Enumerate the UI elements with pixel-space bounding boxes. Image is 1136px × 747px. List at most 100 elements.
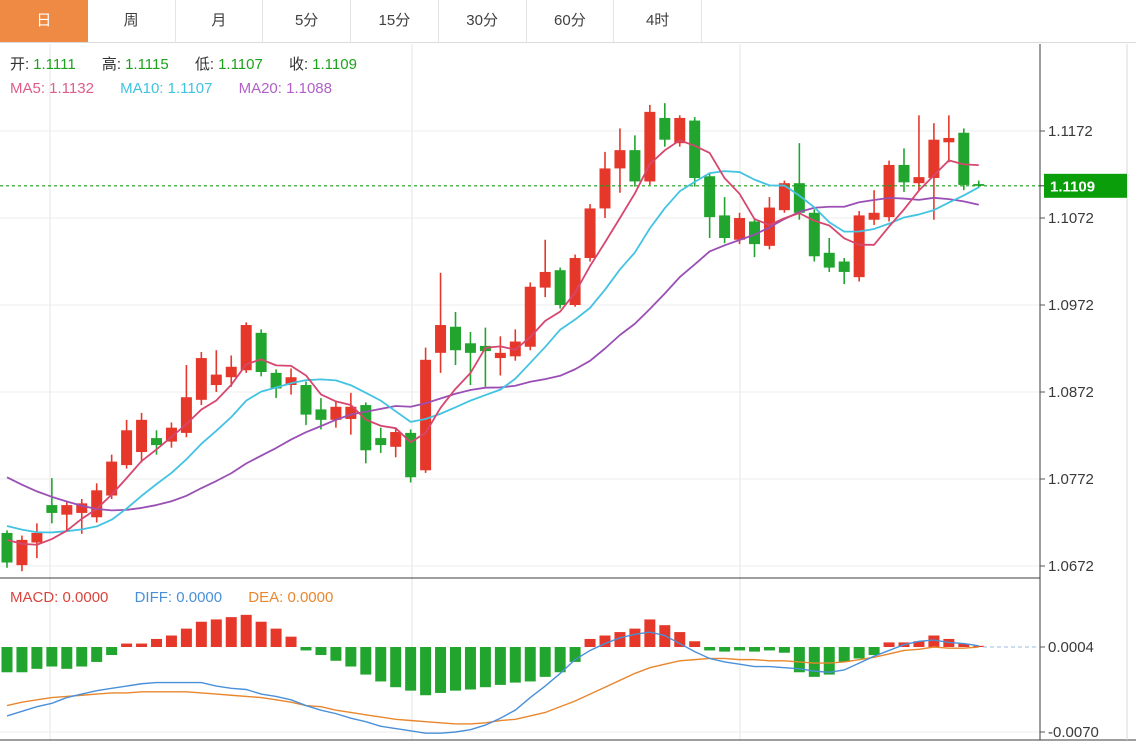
- tab-日[interactable]: 日: [0, 0, 88, 42]
- candle-body: [778, 183, 790, 211]
- macd-bar: [479, 647, 491, 688]
- candle-body: [629, 150, 641, 182]
- tab-5分[interactable]: 5分: [263, 0, 351, 42]
- open-label: 开:: [10, 56, 30, 73]
- candle-body: [106, 461, 118, 496]
- macd-bar: [210, 619, 222, 647]
- macd-bar: [644, 619, 656, 647]
- macd-bar: [749, 647, 760, 652]
- ma20-readout: MA20: 1.1088: [238, 80, 332, 97]
- macd-bar: [16, 647, 28, 673]
- candle-body: [315, 409, 327, 420]
- macd-bar: [793, 647, 805, 673]
- ohlc-readout: 开: 1.1111 高: 1.1115 低: 1.1107 收: 1.1109: [10, 53, 361, 74]
- tab-30分[interactable]: 30分: [439, 0, 527, 42]
- candle-body: [958, 132, 970, 185]
- candle-body: [913, 177, 925, 184]
- candle-body: [898, 164, 910, 183]
- candle-body: [31, 532, 43, 543]
- macd-readout: MACD: 0.0000 DIFF: 0.0000 DEA: 0.0000: [10, 589, 337, 606]
- axis-tick-label: 1.0672: [1048, 558, 1094, 575]
- tab-60分[interactable]: 60分: [527, 0, 615, 42]
- macd-bar: [674, 632, 686, 647]
- macd-bar: [704, 647, 716, 651]
- macd-bar: [136, 643, 148, 647]
- candle-body: [300, 385, 312, 415]
- main-chart-plot[interactable]: [0, 44, 1040, 578]
- candle-body: [793, 183, 805, 213]
- diff-value: DIFF: 0.0000: [134, 589, 223, 606]
- macd-bar: [31, 647, 43, 669]
- macd-bar: [46, 647, 58, 667]
- macd-bar: [285, 636, 297, 647]
- macd-bar: [823, 647, 835, 675]
- diff-line: [6, 631, 979, 734]
- macd-bar: [405, 647, 417, 691]
- candle-body: [719, 215, 731, 239]
- macd-bar: [225, 617, 237, 647]
- macd-bar: [91, 647, 103, 662]
- candle-body: [494, 352, 506, 359]
- tab-4时[interactable]: 4时: [614, 0, 702, 42]
- macd-bar: [165, 635, 177, 647]
- macd-bar: [763, 647, 775, 651]
- macd-bar: [360, 647, 372, 675]
- tab-15分[interactable]: 15分: [351, 0, 439, 42]
- macd-bar: [928, 635, 940, 647]
- candle-body: [704, 176, 716, 218]
- axis-tick-label: 0.0004: [1048, 639, 1094, 656]
- tab-周[interactable]: 周: [88, 0, 176, 42]
- ma-readout: MA5: 1.1132 MA10: 1.1107 MA20: 1.1088: [10, 80, 336, 97]
- macd-bar: [345, 647, 357, 667]
- high-label: 高:: [101, 56, 122, 73]
- candle-body: [853, 215, 865, 278]
- candle-body: [823, 252, 835, 268]
- candle-body: [285, 377, 297, 386]
- ma10-readout: MA10: 1.1107: [120, 80, 213, 97]
- gridlines: [0, 44, 1040, 740]
- candle-body: [554, 270, 566, 305]
- candle-body: [420, 359, 432, 471]
- low-value: 1.1107: [218, 56, 263, 73]
- candle-body: [435, 325, 447, 353]
- candle-body: [225, 366, 237, 378]
- dea-value: DEA: 0.0000: [248, 589, 334, 606]
- close-value: 1.1109: [312, 56, 357, 73]
- candle-body: [659, 117, 671, 140]
- macd-bar: [509, 647, 521, 683]
- ma10-line: [6, 170, 980, 534]
- macd-bar: [464, 647, 476, 690]
- macd-bar: [240, 614, 252, 647]
- low-label: 低:: [194, 56, 215, 73]
- macd-bar: [838, 647, 850, 662]
- macd-bar: [883, 642, 895, 647]
- candle-body: [16, 539, 28, 566]
- candle-body: [928, 139, 940, 178]
- macd-bar: [554, 647, 566, 673]
- candle-body: [255, 332, 267, 372]
- tab-月[interactable]: 月: [176, 0, 264, 42]
- macd-bar: [973, 645, 985, 647]
- macd-bar: [255, 621, 267, 647]
- candle-body: [240, 325, 252, 371]
- candle-body: [883, 164, 895, 218]
- current-price-tag: 1.1109: [1040, 173, 1127, 198]
- candle-body: [644, 111, 656, 182]
- macd-bar: [390, 647, 402, 688]
- candle-body: [599, 168, 611, 209]
- macd-bar: [958, 643, 970, 647]
- candle-body: [165, 427, 177, 442]
- candle-body: [270, 372, 282, 389]
- axis-tick-label: 1.1072: [1048, 210, 1094, 227]
- candle-body: [390, 432, 402, 447]
- candle-body: [584, 208, 596, 259]
- macd-bar: [778, 647, 790, 653]
- candle-body: [524, 286, 536, 347]
- candle-body: [569, 258, 581, 305]
- ma20-line: [6, 196, 979, 512]
- axis-tick-label: 1.0872: [1048, 384, 1094, 401]
- candle-body: [195, 358, 207, 400]
- close-label: 收:: [289, 56, 309, 73]
